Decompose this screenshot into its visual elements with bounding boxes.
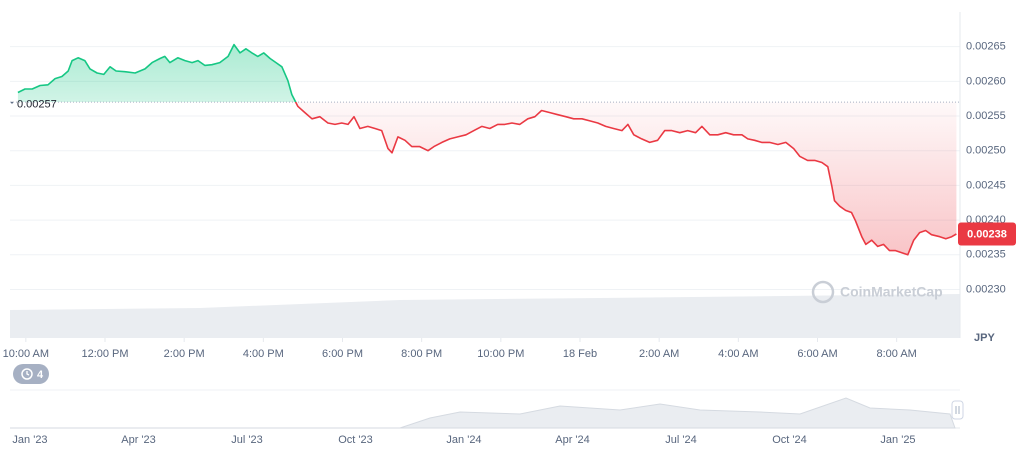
navigator-label: Jan '23	[12, 434, 47, 446]
x-tick-label: 6:00 PM	[322, 348, 363, 360]
y-tick-label: 0.00260	[966, 75, 1006, 87]
watermark-text: CoinMarketCap	[840, 284, 943, 300]
watermark: CoinMarketCap	[811, 280, 943, 304]
volume-area	[10, 294, 960, 338]
navigator	[10, 389, 964, 429]
navigator-label: Apr '23	[121, 434, 156, 446]
baseline-label: 0.00257	[17, 99, 57, 111]
y-tick-label: 0.00265	[966, 41, 1006, 53]
x-tick-label: 10:00 AM	[3, 348, 49, 360]
navigator-label: Jan '24	[446, 434, 481, 446]
navigator-label: Jul '24	[665, 434, 696, 446]
navigator-label: Jul '23	[231, 434, 262, 446]
x-tick-label: 4:00 AM	[718, 348, 758, 360]
navigator-label: Apr '24	[555, 434, 590, 446]
x-tick-label: 8:00 AM	[876, 348, 916, 360]
last-price-label: 0.00238	[967, 228, 1007, 240]
navigator-label: Oct '24	[772, 434, 807, 446]
x-tick-label: 2:00 PM	[164, 348, 205, 360]
x-tick-label: 4:00 PM	[243, 348, 284, 360]
x-tick-label: 10:00 PM	[477, 348, 524, 360]
y-tick-label: 0.00235	[966, 249, 1006, 261]
navigator-handle[interactable]	[951, 400, 964, 420]
baseline-dot	[11, 101, 13, 104]
area-fill	[17, 44, 957, 255]
last-price-tag	[958, 222, 1016, 246]
history-badge[interactable]: 4	[13, 364, 49, 384]
x-tick-label: 8:00 PM	[401, 348, 442, 360]
navigator-label: Jan '25	[880, 434, 915, 446]
x-tick-label: 12:00 PM	[81, 348, 128, 360]
x-tick-label: 18 Feb	[563, 348, 597, 360]
y-tick-label: 0.00230	[966, 283, 1006, 295]
y-tick-label: 0.00245	[966, 179, 1006, 191]
x-tick-label: 6:00 AM	[797, 348, 837, 360]
y-tick-label: 0.00255	[966, 110, 1006, 122]
y-tick-label: 0.00250	[966, 145, 1006, 157]
x-tick-label: 2:00 AM	[639, 348, 679, 360]
y-unit: JPY	[974, 332, 995, 344]
history-count: 4	[37, 369, 44, 381]
price-line	[17, 43, 957, 256]
navigator-label: Oct '23	[338, 434, 373, 446]
